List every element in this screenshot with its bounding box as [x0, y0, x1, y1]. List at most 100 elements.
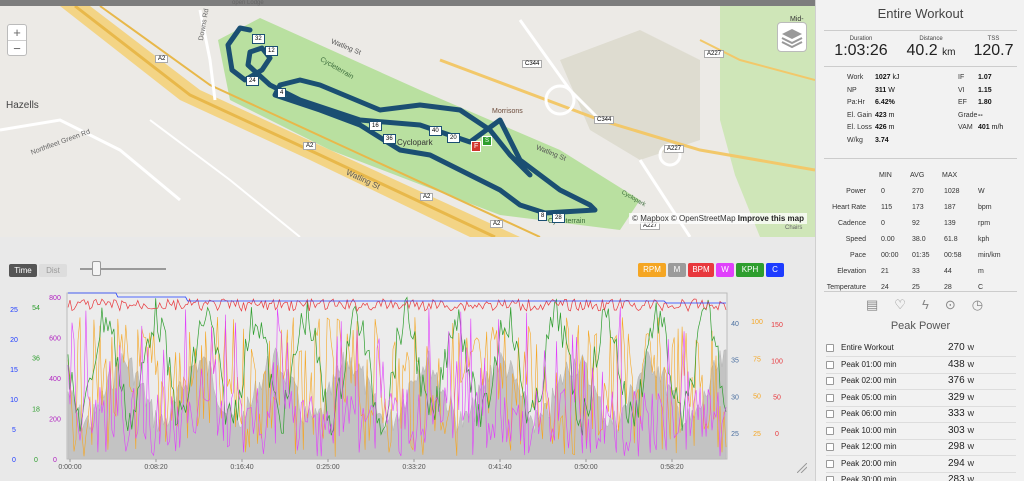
peak-power-row: Peak 10:00 min 303 W	[826, 424, 1016, 440]
peak-power-row: Peak 01:00 min 438 W	[826, 358, 1016, 374]
peak-checkbox[interactable]	[826, 459, 834, 468]
peak-unit: W	[967, 394, 975, 402]
axis-tick-label: 200	[49, 417, 61, 424]
route-marker[interactable]: 4	[277, 88, 287, 98]
axis-tick-label: 35	[731, 358, 739, 365]
route-marker[interactable]: 20	[447, 133, 460, 143]
metric-toggle-kph[interactable]: KPH	[736, 263, 764, 277]
peak-label: Peak 02:00 min	[841, 376, 897, 385]
route-map[interactable]: Hazells Northfleet Green Rd Downs Rd Wat…	[0, 0, 815, 237]
peak-checkbox[interactable]	[826, 426, 834, 435]
time-toggle-button[interactable]: Time	[9, 264, 37, 277]
stat-label: VI	[958, 86, 965, 94]
peak-value: 333 W	[948, 408, 975, 419]
tss-value: 120.7	[973, 42, 1014, 59]
metric-toggle-group: RPM M BPM W KPH C	[638, 263, 784, 277]
axis-tick-label: 25	[731, 431, 739, 438]
metrics-cell: Cadence	[837, 220, 866, 227]
metrics-cell: Pace	[850, 252, 866, 259]
map-label: A2	[490, 220, 504, 228]
map-attribution: © Mapbox © OpenStreetMap Improve this ma…	[629, 213, 807, 224]
route-marker[interactable]: 32	[252, 34, 265, 44]
stat-value: 423 m	[875, 111, 895, 119]
map-label: Cyclopark	[397, 138, 433, 147]
peak-label: Peak 01:00 min	[841, 359, 897, 369]
stat-pa-hr: Pa:Hr 6.42%	[847, 99, 895, 106]
zoom-in-button[interactable]: +	[13, 25, 21, 40]
peak-label: Entire Workout	[841, 343, 894, 352]
stat-label: El. Gain	[847, 111, 872, 119]
peak-label: Peak 12:00 min	[841, 442, 897, 451]
mapbox-link[interactable]: © Mapbox	[632, 214, 669, 223]
route-marker[interactable]: 24	[246, 76, 259, 86]
peak-unit: W	[967, 411, 975, 418]
axis-tick-label: 5	[12, 427, 16, 434]
peak-checkbox[interactable]	[826, 476, 834, 481]
peak-checkbox[interactable]	[826, 393, 834, 402]
map-label: A2	[420, 193, 434, 201]
stat-label: VAM	[958, 124, 973, 131]
metrics-row: Heart Rate 115 173 187 bpm	[816, 204, 1024, 216]
stat-ef: EF 1.80	[958, 99, 992, 106]
zoom-out-button[interactable]: −	[8, 40, 26, 56]
route-marker[interactable]: 28	[552, 213, 565, 223]
distance-toggle-button[interactable]: Dist	[39, 264, 67, 277]
stat-value: 1.07	[978, 74, 992, 81]
heart-rate-series	[67, 297, 727, 312]
peak-value: 329 W	[948, 391, 975, 403]
peak-checkbox[interactable]	[826, 410, 834, 418]
metrics-cell: 0	[881, 188, 885, 195]
workout-chart-panel: Time Dist RPM M BPM W KPH C 25 20 15 10 5 0 54 36 18 0…	[0, 237, 815, 481]
peak-checkbox[interactable]	[826, 377, 834, 385]
route-marker[interactable]: 12	[265, 46, 278, 56]
metric-toggle-rpm[interactable]: RPM	[638, 263, 666, 277]
summary-title: Entire Workout	[877, 6, 964, 21]
axis-tick-label: 36	[32, 356, 40, 363]
layers-button[interactable]	[777, 22, 807, 52]
stat-label: El. Loss	[847, 124, 872, 131]
peak-checkbox[interactable]	[826, 344, 834, 352]
smoothing-slider-handle[interactable]	[92, 261, 101, 276]
resize-handle-icon[interactable]	[797, 463, 807, 473]
start-marker[interactable]: S	[482, 136, 493, 146]
metrics-cell: m	[978, 268, 984, 275]
axis-tick-label: 0	[775, 431, 779, 438]
improve-map-link[interactable]: Improve this map	[737, 214, 804, 223]
metrics-cell: kph	[978, 236, 990, 243]
lightning-icon[interactable]: ϟ	[921, 297, 929, 312]
route-marker[interactable]: 36	[383, 134, 396, 144]
map-label: Hazells	[6, 100, 39, 111]
axis-tick-label: 0:16:40	[230, 464, 253, 471]
map-label: Cycleterrain	[548, 218, 586, 225]
metrics-header-row: MIN AVG MAX	[816, 172, 1024, 184]
metric-toggle-bpm[interactable]: BPM	[688, 263, 714, 277]
clock-icon[interactable]: ◷	[971, 297, 984, 312]
axis-tick-label: 20	[10, 337, 18, 344]
heart-icon[interactable]: ♡	[894, 297, 906, 312]
peak-label: Peak 30:00 min	[841, 475, 897, 481]
osm-link[interactable]: © OpenStreetMap	[670, 214, 736, 223]
metrics-cell: bpm	[978, 204, 992, 211]
axis-tick-label: 0:00:00	[58, 464, 81, 471]
peak-unit: W	[967, 444, 975, 451]
axis-tick-label: 100	[751, 319, 763, 326]
stat-value: 401 m/h	[978, 124, 1004, 131]
route-marker[interactable]: 40	[429, 126, 442, 136]
route-marker[interactable]: 8	[538, 211, 548, 221]
stopwatch-icon[interactable]: ⊙	[944, 297, 956, 312]
clipboard-icon[interactable]: ▤	[866, 297, 879, 312]
smoothing-slider-track[interactable]	[80, 268, 166, 270]
axis-tick-label: 0	[34, 457, 38, 464]
metric-toggle-c[interactable]: C	[766, 263, 784, 277]
finish-marker[interactable]: F	[471, 141, 482, 152]
map-label: A227	[664, 145, 685, 153]
axis-tick-label: 0	[12, 457, 16, 464]
peak-checkbox[interactable]	[826, 443, 834, 451]
axis-tick-label: 40	[731, 321, 739, 328]
route-marker[interactable]: 16	[369, 121, 382, 131]
metric-toggle-m[interactable]: M	[668, 263, 686, 277]
metric-toggle-w[interactable]: W	[716, 263, 734, 277]
stat-unit: kJ	[892, 74, 900, 81]
distance-stat: Distance 40.2 km	[901, 36, 961, 62]
peak-checkbox[interactable]	[826, 360, 834, 369]
